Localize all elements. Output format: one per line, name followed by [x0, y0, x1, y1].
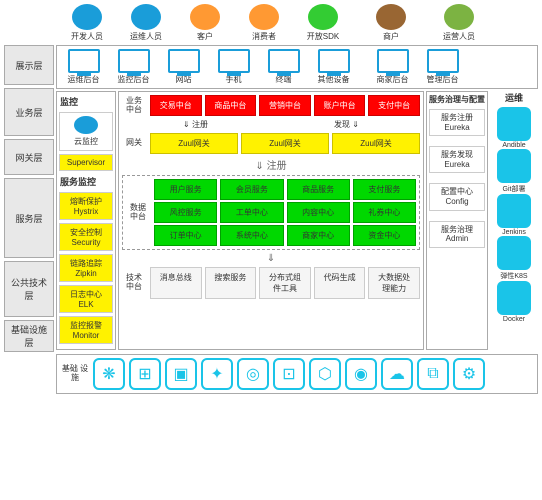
role-3: 消费者: [236, 4, 292, 42]
data-block-0-3: 支付服务: [353, 179, 416, 200]
biz-label: 业务 中台: [122, 97, 146, 115]
tech-label: 技术 中台: [122, 274, 146, 292]
layer-biz: 业务层: [4, 88, 54, 136]
gw-label: 网关: [122, 139, 146, 148]
tech-block-2: 分布式组件工具: [259, 267, 311, 299]
infra-icon-4: ◎: [237, 358, 269, 390]
role-1: 运维人员: [118, 4, 174, 42]
role-4: 开放SDK: [295, 4, 351, 42]
infra-icon-3: ✦: [201, 358, 233, 390]
infra-icon-1: ⊞: [129, 358, 161, 390]
role-0: 开发人员: [59, 4, 115, 42]
gw-block-2: Zuul网关: [332, 133, 420, 154]
infra-icon-8: ☁: [381, 358, 413, 390]
cloud-monitor: 云监控: [59, 112, 113, 151]
svc-monitor-title: 服务监控: [59, 174, 113, 189]
data-block-2-3: 资金中心: [353, 225, 416, 246]
data-label: 数据 中台: [126, 204, 150, 222]
gov-item-0: 服务注册 Eureka: [429, 109, 485, 136]
supervisor: Supervisor: [59, 154, 113, 171]
infra-icon-0: ❋: [93, 358, 125, 390]
data-block-1-1: 工单中心: [220, 202, 283, 223]
tech-block-3: 代码生成: [314, 267, 366, 299]
monitor-item-4: 监控报警 Monitor: [59, 316, 113, 344]
terminal-5: 其他设备: [310, 49, 357, 85]
biz-block-3: 账户中台: [314, 95, 366, 116]
tech-block-0: 消息总线: [150, 267, 202, 299]
data-block-2-1: 系统中心: [220, 225, 283, 246]
ops-title: 运维: [505, 91, 523, 104]
gw-block-1: Zuul网关: [241, 133, 329, 154]
terminal-7: 管理后台: [419, 49, 466, 85]
infra-icon-6: ⬡: [309, 358, 341, 390]
ops-item-1: Git部署: [497, 149, 531, 194]
infra-icon-5: ⊡: [273, 358, 305, 390]
data-block-2-0: 订单中心: [154, 225, 217, 246]
layer-gw: 网关层: [4, 139, 54, 175]
role-5: 商户: [363, 4, 419, 42]
biz-block-4: 支付中台: [368, 95, 420, 116]
infra-label: 基础 设施: [60, 358, 90, 390]
role-6: 运营人员: [431, 4, 487, 42]
monitor-item-3: 日志中心 ELK: [59, 285, 113, 313]
layer-tech: 公共技术层: [4, 261, 54, 317]
infra-icon-9: ⧉: [417, 358, 449, 390]
ops-item-3: 弹性K8S: [497, 236, 531, 281]
role-2: 客户: [177, 4, 233, 42]
data-block-1-2: 内容中心: [287, 202, 350, 223]
gov-item-3: 服务治理 Admin: [429, 221, 485, 248]
data-block-0-1: 会员服务: [220, 179, 283, 200]
tech-block-4: 大数据处理能力: [368, 267, 420, 299]
ops-item-0: Andible: [497, 107, 531, 149]
monitor-title: 监控: [59, 94, 113, 109]
layer-infra: 基础设施层: [4, 320, 54, 352]
infra-icon-7: ◉: [345, 358, 377, 390]
infra-icon-10: ⚙: [453, 358, 485, 390]
gov-title: 服务治理与配置: [429, 94, 485, 105]
ops-item-4: Docker: [497, 281, 531, 323]
layer-svc: 服务层: [4, 178, 54, 258]
data-block-1-0: 风控服务: [154, 202, 217, 223]
monitor-item-1: 安全控制 Security: [59, 223, 113, 251]
terminal-6: 商家后台: [369, 49, 416, 85]
terminal-0: 运维后台: [60, 49, 107, 85]
biz-block-1: 商品中台: [205, 95, 257, 116]
biz-block-0: 交易中台: [150, 95, 202, 116]
terminal-1: 监控后台: [110, 49, 157, 85]
monitor-item-2: 链路追踪 Zipkin: [59, 254, 113, 282]
data-block-0-0: 用户服务: [154, 179, 217, 200]
infra-icon-2: ▣: [165, 358, 197, 390]
biz-block-2: 营销中台: [259, 95, 311, 116]
data-block-1-3: 礼券中心: [353, 202, 416, 223]
terminal-4: 终端: [260, 49, 307, 85]
ops-item-2: Jenkins: [497, 194, 531, 236]
gov-item-1: 服务发现 Eureka: [429, 146, 485, 173]
terminal-3: 手机: [210, 49, 257, 85]
gw-block-0: Zuul网关: [150, 133, 238, 154]
data-block-0-2: 商品服务: [287, 179, 350, 200]
layer-display: 展示层: [4, 45, 54, 85]
terminal-2: 网站: [160, 49, 207, 85]
tech-block-1: 搜索服务: [205, 267, 257, 299]
monitor-item-0: 熔断保护 Hystrix: [59, 192, 113, 220]
gov-item-2: 配置中心 Config: [429, 183, 485, 210]
data-block-2-2: 商家中心: [287, 225, 350, 246]
